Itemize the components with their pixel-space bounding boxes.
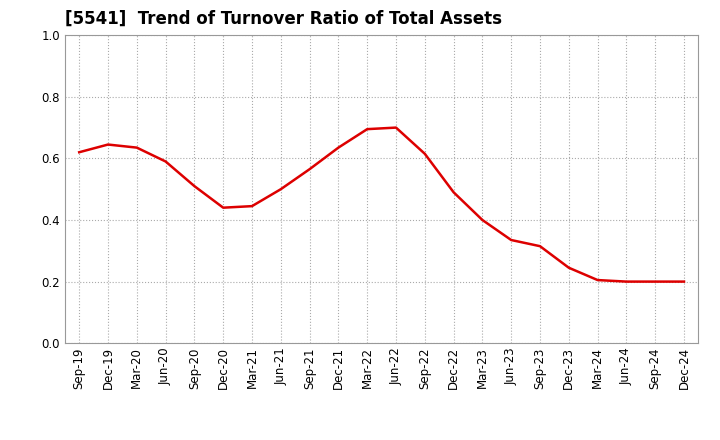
Text: [5541]  Trend of Turnover Ratio of Total Assets: [5541] Trend of Turnover Ratio of Total …: [65, 10, 502, 28]
